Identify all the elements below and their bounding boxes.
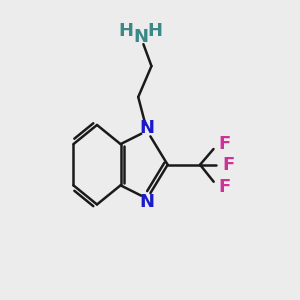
- Text: H: H: [148, 22, 163, 40]
- Text: H: H: [118, 22, 134, 40]
- Text: N: N: [140, 193, 154, 211]
- Text: F: F: [223, 156, 235, 174]
- Text: F: F: [218, 178, 230, 196]
- Text: F: F: [218, 135, 230, 153]
- Text: N: N: [140, 119, 154, 137]
- Text: N: N: [134, 28, 149, 46]
